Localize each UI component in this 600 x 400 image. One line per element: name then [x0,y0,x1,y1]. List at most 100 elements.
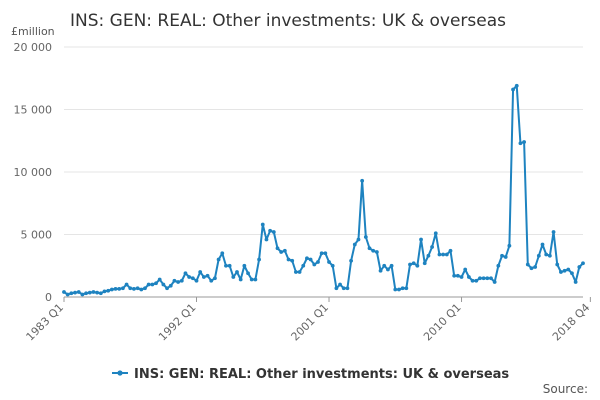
data-point[interactable] [518,141,523,146]
data-point[interactable] [481,276,486,281]
data-point[interactable] [356,237,361,242]
data-point[interactable] [408,262,412,267]
data-point[interactable] [533,265,538,269]
data-point[interactable] [352,242,357,247]
data-point[interactable] [430,245,434,249]
data-point[interactable] [382,263,387,268]
data-point[interactable] [73,290,77,295]
data-point[interactable] [242,263,247,268]
data-point[interactable] [397,287,401,292]
data-point[interactable] [466,275,471,279]
data-point[interactable] [194,278,199,283]
data-point[interactable] [268,228,273,233]
data-point[interactable] [216,257,221,262]
data-point[interactable] [249,277,254,282]
data-point[interactable] [201,275,206,279]
data-point[interactable] [109,287,114,292]
data-point[interactable] [529,266,534,271]
data-point[interactable] [374,250,379,254]
data-point[interactable] [444,252,449,257]
data-point[interactable] [400,286,405,291]
data-point[interactable] [312,262,317,267]
data-point[interactable] [183,271,188,276]
data-point[interactable] [124,282,129,287]
data-point[interactable] [80,292,85,297]
data-point[interactable] [227,263,232,268]
data-point[interactable] [172,278,177,283]
data-point[interactable] [120,286,125,291]
data-point[interactable] [305,256,309,261]
data-point[interactable] [500,253,504,258]
data-point[interactable] [69,291,74,296]
data-point[interactable] [389,263,394,268]
data-point[interactable] [190,276,195,281]
data-point[interactable] [257,257,261,262]
data-point[interactable] [459,275,464,279]
data-point[interactable] [360,178,365,183]
data-point[interactable] [441,252,446,257]
data-point[interactable] [235,270,239,274]
data-point[interactable] [157,277,162,282]
data-point[interactable] [341,286,346,291]
data-point[interactable] [87,290,92,295]
data-point[interactable] [536,253,541,258]
data-point[interactable] [260,222,265,227]
data-point[interactable] [165,286,169,291]
data-point[interactable] [132,286,136,291]
data-point[interactable] [419,237,423,242]
data-point[interactable] [76,290,81,294]
data-point[interactable] [540,242,545,247]
data-point[interactable] [168,283,173,288]
data-point[interactable] [426,253,431,258]
data-point[interactable] [117,286,122,291]
data-point[interactable] [470,278,475,283]
data-point[interactable] [198,270,203,274]
data-point[interactable] [522,140,527,144]
data-point[interactable] [290,258,295,263]
data-point[interactable] [319,251,324,256]
data-point[interactable] [128,286,133,291]
data-point[interactable] [209,278,214,283]
data-point[interactable] [98,291,103,296]
data-point[interactable] [551,230,556,234]
data-point[interactable] [316,260,320,264]
data-point[interactable] [334,286,339,291]
data-point[interactable] [176,280,181,284]
data-point[interactable] [349,258,354,263]
data-point[interactable] [271,230,276,234]
data-point[interactable] [95,290,100,295]
data-point[interactable] [231,275,236,279]
data-point[interactable] [282,248,287,253]
data-point[interactable] [496,263,501,268]
data-point[interactable] [577,265,582,269]
data-point[interactable] [485,276,490,281]
data-point[interactable] [106,288,111,293]
data-point[interactable] [463,267,468,272]
data-point[interactable] [562,268,567,273]
data-point[interactable] [478,276,482,281]
data-point[interactable] [154,281,158,286]
data-point[interactable] [246,271,250,276]
data-point[interactable] [386,267,390,272]
data-point[interactable] [139,287,144,292]
data-point[interactable] [437,252,442,257]
data-point[interactable] [422,261,427,266]
data-point[interactable] [393,287,398,292]
data-point[interactable] [327,260,331,264]
data-point[interactable] [330,263,335,268]
data-point[interactable] [566,267,571,272]
data-point[interactable] [570,271,574,276]
data-point[interactable] [205,273,210,278]
data-point[interactable] [161,282,166,287]
data-point[interactable] [308,257,313,262]
data-point[interactable] [492,280,497,284]
data-point[interactable] [489,276,493,281]
data-point[interactable] [581,261,585,266]
data-point[interactable] [378,268,383,273]
data-point[interactable] [65,292,70,297]
legend[interactable]: INS: GEN: REAL: Other investments: UK & … [112,367,509,382]
data-point[interactable] [84,291,88,296]
data-point[interactable] [62,290,66,294]
data-point[interactable] [363,235,368,239]
data-point[interactable] [213,276,217,281]
